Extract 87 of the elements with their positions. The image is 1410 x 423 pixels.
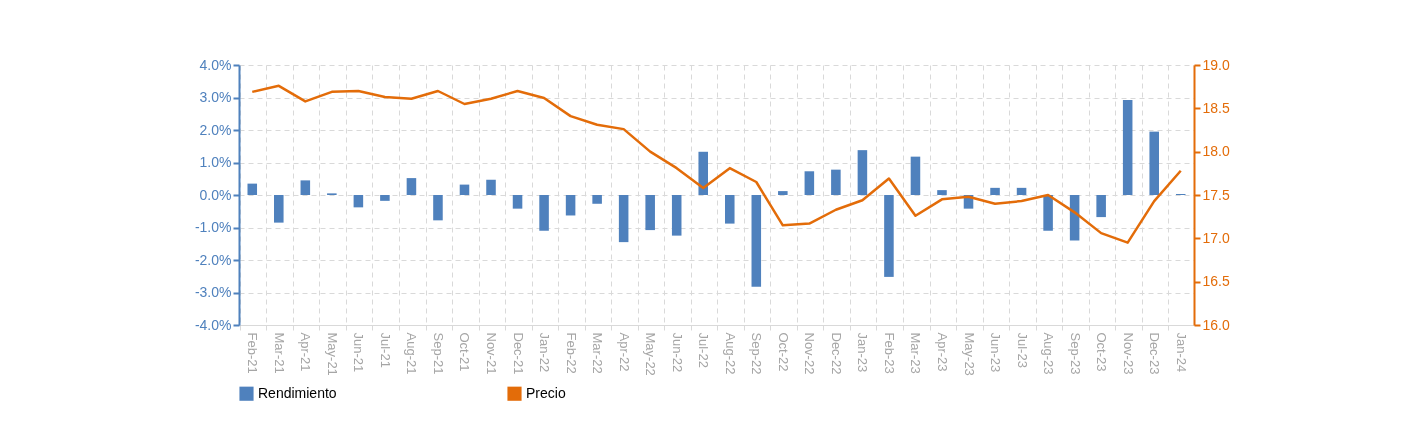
x-tick-label: Mar-22 [590,332,606,374]
bar [990,187,1000,195]
x-tick-label: Jul-22 [696,332,712,368]
bar [380,195,390,201]
bar [486,179,496,195]
y2-tick-label: 16.0 [1202,316,1230,333]
legend-label: Precio [526,384,566,401]
bar [831,169,841,195]
bar [274,195,284,223]
y-tick-label: -1.0% [194,219,232,235]
y-tick-label: 1.0% [199,154,232,170]
y2-tick-label: 18.0 [1202,143,1230,160]
bar [857,150,868,195]
x-tick-label: Feb-23 [881,332,897,374]
bar [512,195,523,209]
bar [884,195,894,277]
x-tick-label: Feb-22 [563,332,579,374]
bar [565,195,576,216]
y2-tick-label: 16.5 [1202,273,1230,290]
x-tick-label: Jun-22 [669,332,685,373]
bar [539,195,549,231]
x-tick-label: Jun-21 [351,332,367,373]
x-tick-label: Mar-23 [908,332,924,374]
bar [247,183,258,195]
x-tick-label: Feb-21 [245,332,261,374]
bar [1096,195,1106,218]
y-tick-label: -2.0% [194,251,232,268]
y-tick-label: 0.0% [199,186,232,203]
bar [778,191,788,195]
y-tick-label: -4.0% [194,316,232,333]
x-tick-label: Mar-21 [271,332,287,374]
bar [910,156,921,195]
x-tick-label: Aug-21 [404,332,420,375]
x-tick-label: Nov-21 [484,332,500,375]
bar [724,195,735,224]
bar [618,195,629,243]
y-tick-label: 3.0% [199,89,232,105]
x-tick-label: Sep-21 [430,332,446,375]
bar [1149,131,1159,195]
line-series [251,84,1182,244]
x-tick-label: Apr-21 [298,332,314,372]
bar [433,195,443,221]
x-tick-label: Jan-23 [855,332,871,373]
bar [1043,195,1053,231]
y2-tick-label: 18.5 [1202,99,1230,116]
y2-tick-label: 17.0 [1202,229,1230,246]
x-tick-label: Oct-21 [457,332,473,372]
bar [459,184,470,195]
y-tick-label: 4.0% [199,56,232,73]
bar [1122,100,1133,195]
bar [671,195,682,236]
x-tick-label: Jul-21 [377,332,393,368]
x-tick-label: Aug-22 [722,332,738,375]
y2-tick-label: 19.0 [1202,56,1230,73]
bar [937,190,947,195]
bar [300,180,311,195]
y-tick-label: 2.0% [199,121,232,138]
x-tick-label: Sep-22 [749,332,765,375]
x-tick-label: Dec-21 [510,332,526,375]
bar [406,178,417,195]
x-tick-label: Jan-22 [537,332,553,373]
x-tick-label: May-21 [324,332,340,376]
x-tick-label: Oct-23 [1094,332,1110,372]
x-tick-label: Jan-24 [1173,332,1189,373]
bar [353,195,364,208]
bar [698,151,709,195]
x-tick-label: May-22 [643,332,659,376]
x-tick-label: Apr-23 [934,332,950,372]
y2-tick-label: 17.5 [1202,186,1230,203]
x-tick-label: Dec-23 [1147,332,1163,375]
bar [645,195,655,231]
bar [1016,187,1027,195]
x-tick-label: Nov-23 [1120,332,1136,375]
x-tick-label: Jun-23 [988,332,1004,373]
x-tick-label: Aug-23 [1041,332,1057,375]
bar [751,195,762,287]
y-tick-label: -3.0% [194,284,232,300]
bar [804,171,815,195]
x-tick-label: Oct-22 [775,332,791,372]
x-tick-label: Sep-23 [1067,332,1083,375]
x-tick-label: Nov-22 [802,332,818,375]
legend-label: Rendimiento [258,384,337,401]
x-tick-label: May-23 [961,332,977,376]
bar [592,195,602,204]
x-tick-label: Dec-22 [828,332,844,375]
x-tick-label: Apr-22 [616,332,632,372]
x-tick-label: Jul-23 [1014,332,1030,368]
